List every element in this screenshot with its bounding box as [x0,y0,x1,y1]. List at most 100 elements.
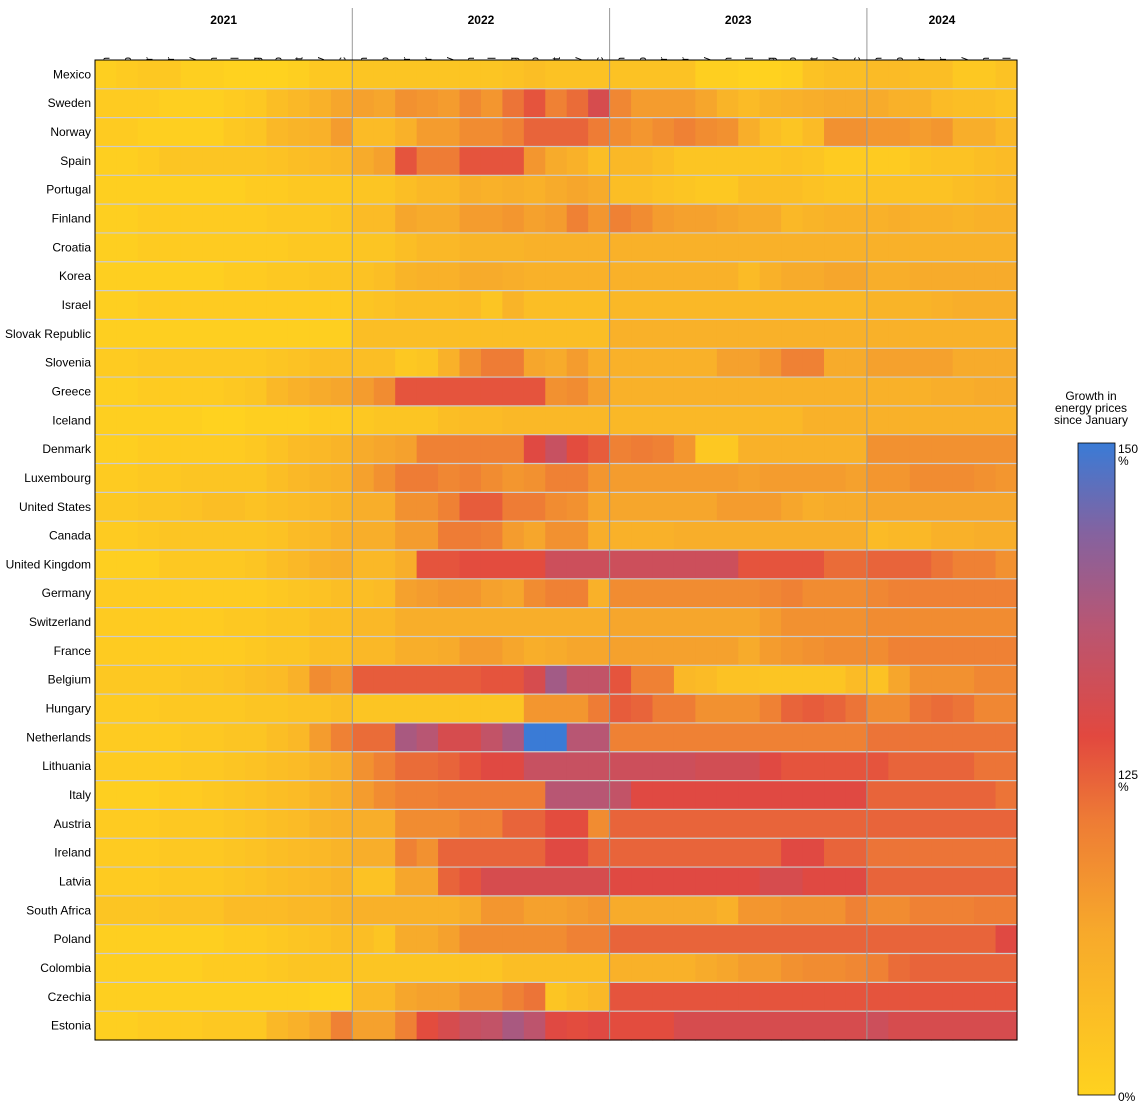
heatmap-cell [502,434,525,465]
heatmap-cell [588,492,611,522]
heatmap-cell [888,492,911,522]
heatmap-cell [716,751,739,782]
heatmap-cell [480,665,503,695]
heatmap-cell [245,636,268,666]
heatmap-cell [609,780,632,811]
heatmap-cell [909,434,932,465]
heatmap-cell [652,751,675,782]
heatmap-cell [888,405,911,436]
heatmap-cell [781,88,804,119]
heatmap-cell [116,895,139,926]
heatmap-cell [716,261,739,292]
heatmap-cell [888,348,911,378]
heatmap-cell [159,867,182,897]
heatmap-cell [974,88,997,119]
heatmap-cell [631,232,654,263]
heatmap-cell [995,607,1018,638]
heatmap-cell [824,232,847,263]
heatmap-cell [480,550,503,580]
heatmap-cell [566,348,589,378]
heatmap-cell [245,607,268,638]
heatmap-cell [523,261,546,292]
heatmap-cell [502,751,525,782]
heatmap-cell [866,780,889,811]
heatmap-cell [416,578,439,609]
heatmap-cell [116,636,139,666]
heatmap-cell [137,636,160,666]
heatmap-cell [416,722,439,753]
heatmap-cell [180,405,203,436]
heatmap-cell [652,895,675,926]
heatmap-cell [480,694,503,724]
heatmap-cell [974,607,997,638]
heatmap-cell [866,809,889,839]
heatmap-cell [673,953,696,983]
heatmap-cell [523,924,546,955]
heatmap-cell [652,261,675,292]
heatmap-cell [223,88,246,119]
heatmap-cell [909,722,932,753]
heatmap-cell [202,117,225,148]
heatmap-cell [523,751,546,782]
heatmap-cell [116,463,139,493]
heatmap-cell [137,60,160,90]
heatmap-cell [202,405,225,436]
heatmap-cell [223,1011,246,1041]
heatmap-cell [609,867,632,897]
heatmap-cell [609,463,632,493]
heatmap-cell [888,838,911,868]
heatmap-cell [545,204,568,234]
heatmap-cell [416,146,439,176]
heatmap-cell [95,636,118,666]
heatmap-cell [716,780,739,811]
heatmap-cell [716,377,739,407]
heatmap-cell [952,751,975,782]
heatmap-cell [116,348,139,378]
heatmap-cell [566,751,589,782]
heatmap-cell [266,405,289,436]
heatmap-cell [480,492,503,522]
heatmap-cell [480,88,503,119]
heatmap-cell [652,521,675,551]
heatmap-cell [588,722,611,753]
heatmap-cell [330,722,353,753]
heatmap-cell [781,895,804,926]
heatmap-cell [781,348,804,378]
heatmap-cell [566,319,589,349]
heatmap-cell [395,60,418,90]
heatmap-cell [781,636,804,666]
heatmap-cell [245,1011,268,1041]
heatmap-cell [974,117,997,148]
heatmap-cell [287,550,311,580]
heatmap-cell [523,578,546,609]
heatmap-cell [716,895,739,926]
heatmap-cell [438,377,461,407]
heatmap-cell [202,578,225,609]
heatmap-cell [824,175,847,205]
heatmap-cell [180,463,203,493]
heatmap-cell [952,88,975,119]
heatmap-cell [95,405,118,436]
heatmap-cell [974,838,997,868]
heatmap-cell [309,204,332,234]
heatmap-cell [545,751,568,782]
heatmap-cell [759,953,782,983]
heatmap-cell [781,550,804,580]
heatmap-cell [137,607,160,638]
heatmap-cell [695,809,718,839]
heatmap-cell [673,924,696,955]
heatmap-cell [159,809,182,839]
heatmap-cell [738,232,761,263]
heatmap-cell [545,982,568,1012]
heatmap-cell [223,377,246,407]
heatmap-cell [695,607,718,638]
heatmap-cell [974,751,997,782]
heatmap-cell [566,405,589,436]
heatmap-cell [159,290,182,321]
heatmap-cell [502,982,525,1012]
heatmap-cell [159,1011,182,1041]
heatmap-cell [459,88,482,119]
heatmap-cell [931,261,954,292]
heatmap-cell [180,146,203,176]
heatmap-cell [652,924,675,955]
